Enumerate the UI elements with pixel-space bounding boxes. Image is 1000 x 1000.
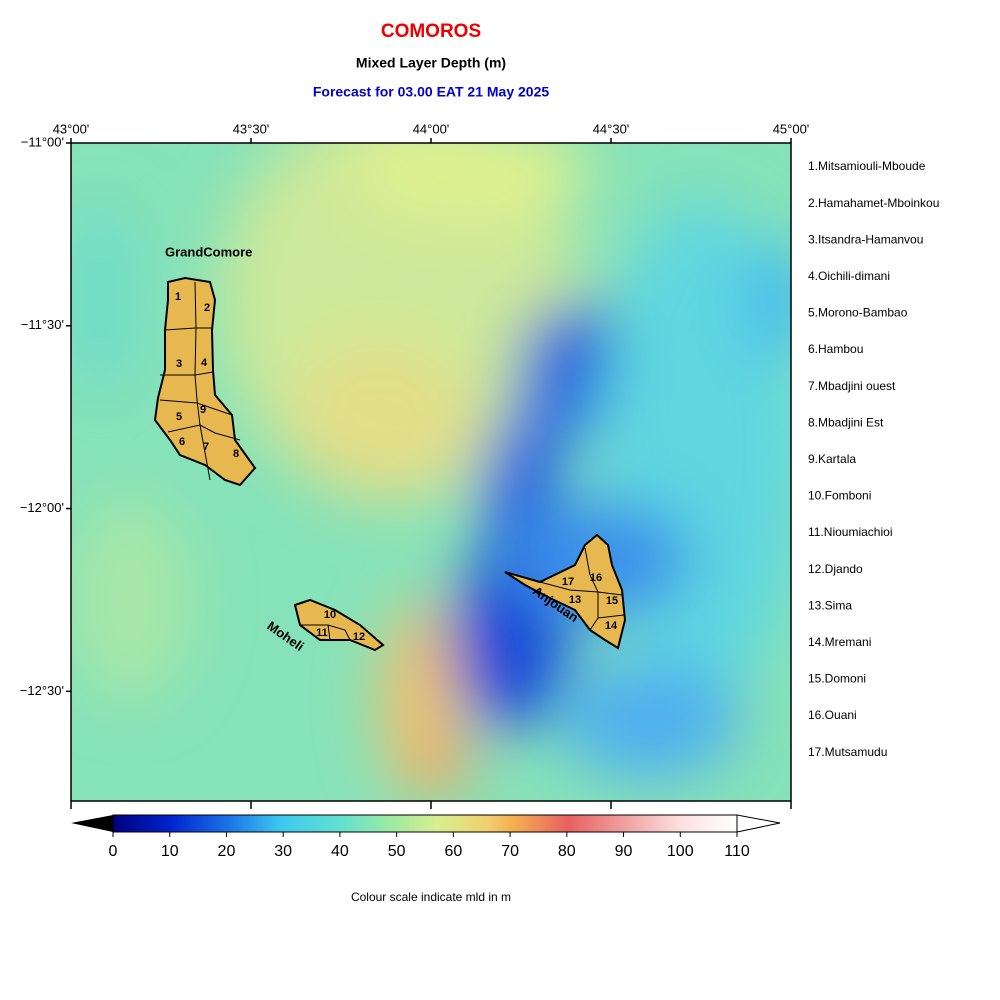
x-tick-label: 43°30': [233, 121, 270, 136]
district-number: 1: [175, 291, 181, 303]
colorbar-tick-label: 50: [388, 843, 406, 860]
district-number: 6: [179, 436, 185, 448]
region-entry: 16.Ouani: [808, 708, 857, 722]
colorbar-tick-label: 70: [501, 843, 519, 860]
x-tick-label: 45°00': [773, 121, 810, 136]
region-entry: 11.Nioumiachioi: [808, 525, 893, 539]
district-border: [159, 399, 233, 416]
colorbar-tick-label: 60: [444, 843, 462, 860]
district-number: 8: [233, 448, 239, 460]
district-border: [167, 424, 241, 441]
forecast: Forecast for 03.00 EAT 21 May 2025: [313, 84, 550, 100]
district-border: [584, 547, 599, 631]
colorbar-tick-label: 80: [558, 843, 576, 860]
district-number: 17: [562, 576, 574, 588]
district-number: 5: [176, 411, 182, 423]
region-entry: 15.Domoni: [808, 672, 866, 686]
region-entry: 12.Djando: [808, 562, 863, 576]
district-number: 3: [176, 358, 182, 370]
anjouan: [504, 533, 627, 650]
region-entry: 17.Mutsamudu: [808, 745, 887, 759]
district-border: [164, 327, 212, 331]
colorbar-tick-label: 20: [218, 843, 236, 860]
district-number: 11: [316, 627, 328, 639]
y-tick-label: −11°00': [21, 134, 64, 149]
region-entry: 5.Morono-Bambao: [808, 306, 908, 320]
y-tick-label: −12°00': [20, 500, 64, 515]
district-border: [327, 624, 331, 641]
x-tick-label: 44°30': [593, 121, 630, 136]
district-border: [300, 624, 351, 641]
region-entry: 1.Mitsamiouli-Mboude: [808, 159, 926, 173]
district-number: 12: [353, 631, 365, 643]
moheli: [293, 598, 385, 652]
district-number: 4: [201, 357, 208, 369]
district-border: [160, 371, 214, 376]
district-number: 2: [204, 302, 210, 314]
region-entry: 2.Hamahamet-Mboinkou: [808, 196, 939, 210]
y-tick-label: −12°30': [20, 683, 64, 698]
colorbar-tick-label: 10: [161, 843, 179, 860]
colorbar-tick-label: 110: [724, 843, 750, 860]
district-number: 9: [200, 404, 206, 416]
y-tick-label: −11°30': [21, 317, 64, 332]
region-entry: 3.Itsandra-Hamanvou: [808, 232, 923, 246]
district-number: 7: [203, 441, 209, 453]
district-number: 14: [605, 620, 618, 632]
x-tick-label: 44°00': [413, 121, 450, 136]
subtitle: Mixed Layer Depth (m): [356, 55, 506, 71]
colorbar: [112, 814, 738, 833]
region-entry: 6.Hambou: [808, 342, 863, 356]
district-border: [597, 614, 625, 619]
district-border: [539, 581, 623, 596]
district-border: [194, 281, 211, 481]
title: COMOROS: [381, 21, 481, 42]
colorbar-tick-label: 30: [274, 843, 292, 860]
region-entry: 9.Kartala: [808, 452, 856, 466]
colorbar-under: [71, 815, 113, 832]
grand-comore: [153, 276, 257, 487]
district-number: 10: [324, 609, 336, 621]
colorbar-tick-label: 0: [109, 843, 118, 860]
mld-field: [71, 143, 791, 801]
colorbar-tick-label: 90: [615, 843, 633, 860]
colorbar-over: [736, 814, 781, 833]
island-name: GrandComore: [165, 244, 252, 259]
colorbar-tick-label: 100: [667, 843, 694, 860]
district-number: 13: [569, 594, 581, 606]
region-entry: 14.Mremani: [808, 635, 871, 649]
x-tick-label: 43°00': [53, 121, 90, 136]
colorbar-caption: Colour scale indicate mld in m: [351, 890, 511, 904]
region-entry: 10.Fomboni: [808, 489, 871, 503]
colorbar-tick-label: 40: [331, 843, 349, 860]
region-entry: 4.Oichili-dimani: [808, 269, 890, 283]
region-entry: 8.Mbadjini Est: [808, 415, 884, 429]
district-number: 15: [606, 595, 618, 607]
region-entry: 13.Sima: [808, 598, 852, 612]
district-number: 16: [590, 572, 602, 584]
region-entry: 7.Mbadjini ouest: [808, 379, 896, 393]
